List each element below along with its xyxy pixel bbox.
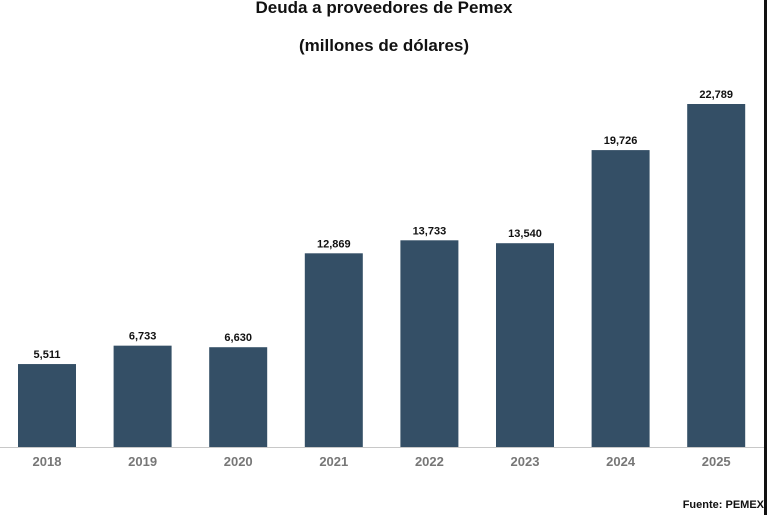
- data-label-2018: 5,511: [34, 349, 61, 361]
- chart-subtitle: (millones de dólares): [298, 36, 470, 55]
- source-note: Fuente: PEMEX: [682, 499, 764, 511]
- bar-2018: [18, 364, 76, 447]
- x-tick-label-2025: 2025: [702, 454, 731, 469]
- x-tick-label-2021: 2021: [319, 454, 348, 469]
- bar-2019: [113, 345, 172, 447]
- data-label-2019: 6,733: [129, 331, 157, 343]
- data-label-2023: 13,540: [508, 228, 542, 240]
- bar-2021: [304, 253, 363, 447]
- data-label-2022: 13,733: [413, 225, 447, 237]
- x-tick-label-2020: 2020: [224, 454, 253, 469]
- bar-2020: [209, 347, 268, 447]
- x-tick-label-2022: 2022: [415, 454, 444, 469]
- data-label-2021: 12,869: [317, 238, 351, 250]
- x-tick-label-2018: 2018: [33, 454, 62, 469]
- bar-2024: [591, 150, 650, 448]
- x-tick-label-2023: 2023: [511, 454, 540, 469]
- bar-2023: [496, 243, 554, 447]
- bar-2022: [400, 240, 459, 447]
- data-label-2025: 22,789: [699, 89, 733, 101]
- data-label-2024: 19,726: [604, 135, 638, 147]
- data-label-2020: 6,630: [224, 332, 252, 344]
- x-tick-label-2024: 2024: [606, 454, 636, 469]
- bar-2025: [687, 104, 746, 447]
- x-tick-label-2019: 2019: [128, 454, 157, 469]
- chart-title: Deuda a proveedores de Pemex: [255, 0, 513, 17]
- right-border: [764, 0, 767, 515]
